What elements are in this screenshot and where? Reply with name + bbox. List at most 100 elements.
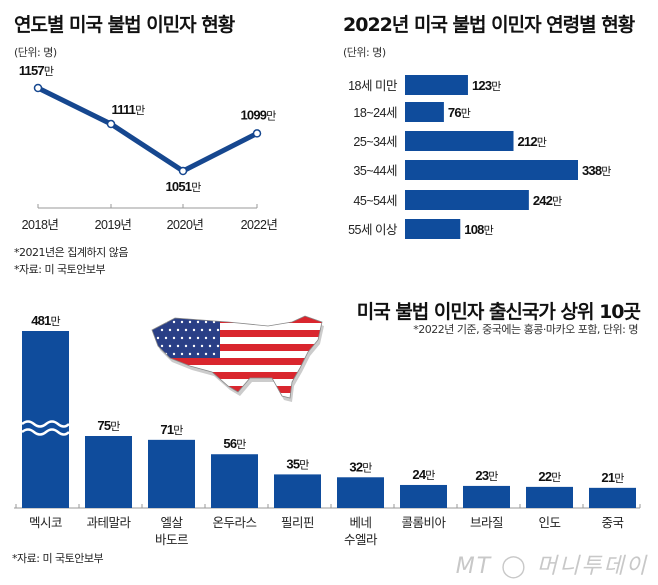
flag-star: [184, 344, 188, 348]
value-unit: 만: [191, 181, 201, 194]
value-unit: 만: [461, 107, 471, 120]
bar: [274, 474, 321, 508]
value-number: 1111: [112, 102, 136, 117]
data-point: [178, 166, 188, 176]
value-number: 481: [31, 313, 51, 328]
data-label: 1157만: [19, 63, 54, 78]
bar: [211, 454, 258, 508]
data-label: 212만: [518, 134, 547, 149]
x-tick-label: 2019년: [95, 218, 132, 232]
value-unit: 만: [552, 195, 562, 208]
value-unit: 만: [299, 458, 309, 471]
value-number: 1157: [19, 63, 45, 78]
flag-star: [212, 320, 216, 324]
data-label: 108만: [464, 222, 493, 237]
data-label: 22만: [538, 469, 561, 484]
data-label: 1099만: [240, 107, 276, 122]
value-unit: 만: [236, 438, 246, 451]
bar: [405, 102, 444, 122]
category-label: 중국: [601, 516, 623, 530]
us-flag-map-illustration: [150, 315, 330, 407]
bar: [405, 219, 461, 239]
flag-star: [176, 344, 180, 348]
data-point: [33, 83, 43, 93]
value-unit: 만: [266, 109, 276, 122]
country-chart-title: 미국 불법 이민자 출신국가 상위 10곳: [356, 301, 641, 323]
flag-star: [156, 320, 160, 324]
data-label: 1111만: [112, 102, 146, 117]
flag-star: [188, 352, 192, 356]
value-unit: 만: [110, 420, 120, 433]
flag-star: [176, 328, 180, 332]
value-number: 56: [223, 436, 236, 451]
flag-star: [192, 344, 196, 348]
flag-stripe: [150, 400, 330, 407]
flag-star: [160, 328, 164, 332]
category-label: 브라질: [470, 516, 503, 530]
line-chart-unit: (단위: 명): [14, 46, 57, 59]
data-label: 32만: [349, 459, 372, 474]
bar: [589, 487, 636, 508]
flag-star: [204, 320, 208, 324]
flag-star: [184, 328, 188, 332]
data-label: 35만: [286, 456, 309, 471]
value-number: 108: [464, 222, 484, 237]
flag-star: [200, 344, 204, 348]
country-chart-source: *자료: 미 국토안보부: [12, 552, 104, 565]
category-label: 55세 이상: [348, 223, 398, 237]
value-number: 35: [286, 456, 299, 471]
value-unit: 만: [551, 471, 561, 484]
value-number: 212: [518, 134, 538, 149]
flag-star: [180, 352, 184, 356]
x-tick-label: 2018년: [22, 218, 59, 232]
data-label: 338만: [582, 163, 611, 178]
value-unit: 만: [537, 136, 547, 149]
flag-star: [172, 352, 176, 356]
data-label: 1051만: [165, 179, 201, 194]
value-unit: 만: [491, 80, 501, 93]
value-number: 21: [601, 470, 614, 485]
category-label: 엘살: [160, 516, 183, 530]
value-number: 338: [582, 163, 602, 178]
flag-star: [156, 352, 160, 356]
flag-stripe: [152, 344, 322, 351]
flag-stripe: [152, 323, 322, 330]
value-unit: 만: [425, 469, 435, 482]
flag-star: [188, 320, 192, 324]
country-chart-subtitle: *2022년 기준, 중국에는 홍콩·마카오 포함, 단위: 명: [413, 323, 638, 336]
flag-stripe: [152, 386, 322, 393]
value-number: 76: [448, 105, 461, 120]
bar: [405, 75, 468, 95]
data-label: 21만: [601, 470, 624, 485]
data-label: 23만: [475, 468, 498, 483]
category-label: 35~44세: [353, 164, 397, 178]
category-label: 18~24세: [353, 106, 397, 120]
bar: [22, 331, 69, 508]
value-unit: 만: [50, 315, 60, 328]
flag-star: [196, 352, 200, 356]
category-label: 인도: [538, 516, 560, 530]
flag-star: [208, 344, 212, 348]
value-unit: 만: [362, 461, 372, 474]
category-label: 바도르: [155, 533, 188, 547]
value-number: 23: [475, 468, 488, 483]
value-unit: 만: [601, 165, 611, 178]
bar: [405, 160, 578, 180]
category-label: 25~34세: [353, 135, 397, 149]
bar: [337, 477, 384, 508]
flag-star: [168, 344, 172, 348]
value-unit: 만: [173, 424, 183, 437]
category-label: 과테말라: [86, 516, 131, 530]
data-label: 75만: [97, 418, 120, 433]
category-label: 베네: [349, 516, 371, 530]
line-chart-title: 연도별 미국 불법 이민자 현황: [14, 14, 235, 36]
flag-star: [160, 344, 164, 348]
data-label: 242만: [533, 193, 562, 208]
data-label: 481만: [31, 313, 60, 328]
value-number: 123: [472, 78, 492, 93]
flag-star: [164, 336, 168, 340]
value-number: 75: [97, 418, 110, 433]
flag-star: [196, 336, 200, 340]
category-label: 18세 미만: [348, 79, 398, 93]
data-label: 123만: [472, 78, 501, 93]
